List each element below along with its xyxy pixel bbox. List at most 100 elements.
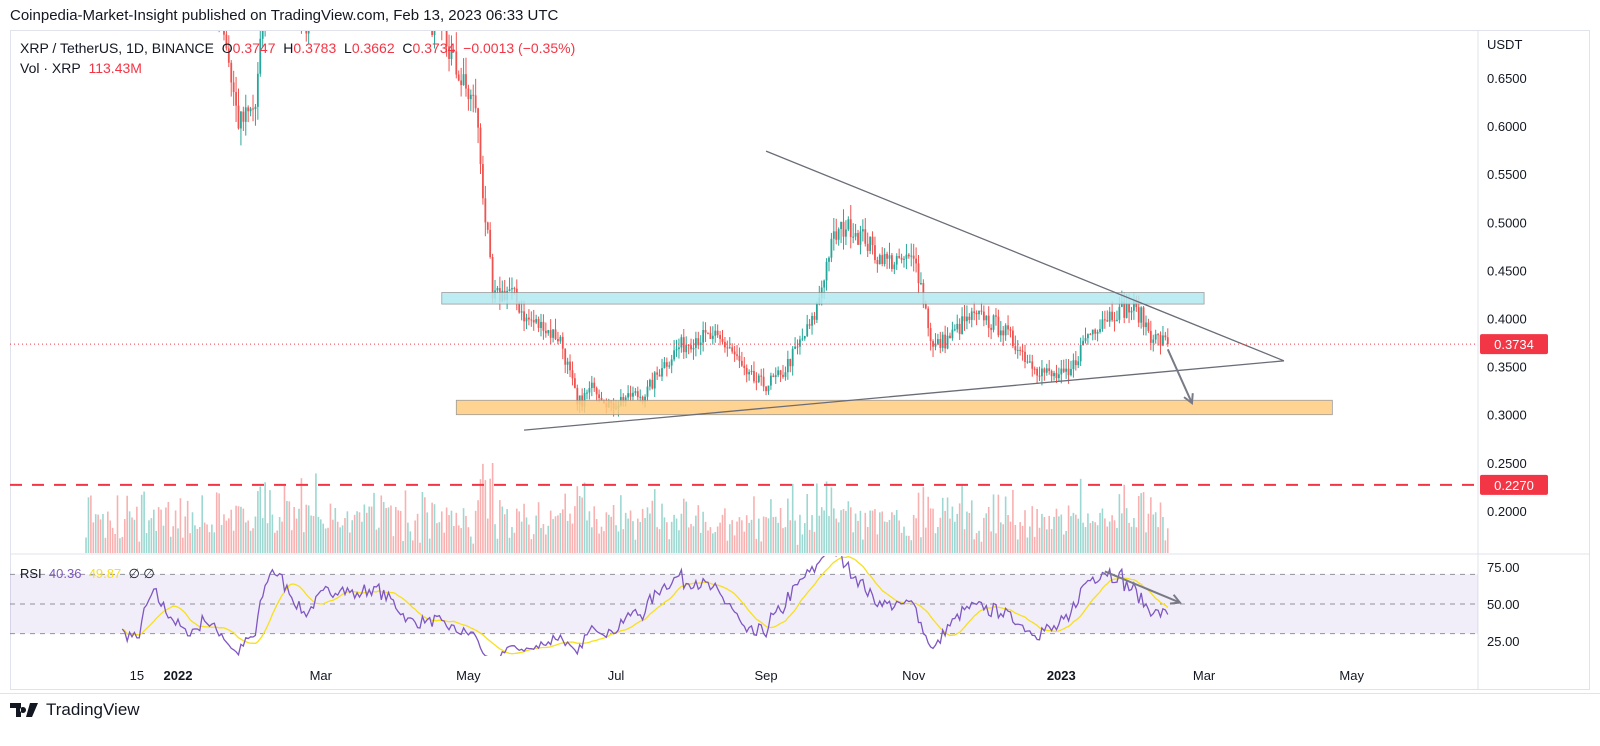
volume-bar	[390, 505, 392, 553]
rsi-label[interactable]: RSI	[20, 566, 42, 581]
volume-bar	[854, 513, 857, 553]
close-value: 0.3734	[412, 40, 456, 56]
candle-body	[936, 339, 939, 344]
volume-bar	[1101, 508, 1104, 553]
volume-bar	[281, 521, 283, 553]
volume-bar	[564, 493, 566, 553]
candle-body	[888, 255, 891, 259]
candle-body	[886, 253, 888, 259]
candle-body	[1065, 368, 1068, 372]
symbol-title[interactable]: XRP / TetherUS, 1D, BINANCE	[20, 40, 214, 56]
candle-body	[733, 351, 736, 355]
volume-bar	[368, 506, 370, 553]
candle-body	[1087, 334, 1089, 339]
volume-bar	[99, 519, 102, 553]
volume-bar	[961, 484, 963, 553]
volume-bar	[242, 508, 245, 553]
volume-bar	[404, 490, 407, 553]
volume-bar	[470, 536, 472, 553]
candle-body	[900, 257, 903, 260]
volume-bar	[450, 510, 453, 553]
candle-body	[961, 316, 963, 334]
candle-body	[1070, 369, 1072, 376]
volume-bar	[607, 514, 610, 553]
candle-body	[707, 332, 709, 334]
volume-bar	[169, 536, 172, 553]
candle-body	[714, 330, 717, 336]
volume-bar	[329, 503, 332, 553]
volume-bar	[496, 538, 499, 553]
volume-bar	[172, 526, 174, 553]
candle-body	[724, 341, 726, 348]
last-price-label: 0.3734	[1494, 337, 1534, 352]
volume-bar	[845, 510, 847, 553]
candle-body	[866, 243, 869, 251]
close-label: C	[402, 40, 413, 56]
volume-bar	[358, 512, 361, 553]
volume-bar	[622, 529, 625, 553]
candle-body	[680, 337, 683, 348]
candle-body	[697, 338, 700, 346]
volume-bar	[702, 511, 704, 553]
volume-bar	[591, 527, 593, 553]
candle-body	[477, 108, 479, 128]
volume-bar	[615, 525, 617, 553]
candle-body	[999, 330, 1002, 336]
volume-bar	[155, 530, 158, 553]
volume-bar	[208, 532, 211, 553]
candle-body	[549, 330, 552, 338]
volume-bar	[975, 533, 978, 553]
candle-body	[1145, 322, 1147, 328]
candle-body	[532, 320, 535, 323]
volume-bar	[1029, 526, 1031, 553]
volume-bar	[968, 512, 971, 553]
candle-body	[745, 368, 748, 375]
candle-body	[540, 321, 542, 329]
volume-bar	[259, 486, 262, 553]
volume-bar	[842, 508, 845, 553]
volume-bar	[240, 506, 242, 553]
candle-body	[1137, 307, 1140, 323]
candle-body	[629, 393, 632, 397]
volume-bar	[312, 516, 315, 553]
volume-bar	[1082, 522, 1084, 553]
volume-bar	[639, 521, 642, 553]
candle-body	[491, 257, 494, 299]
low-label: L	[344, 40, 352, 56]
volume-bar	[453, 526, 455, 553]
candle-body	[665, 362, 668, 367]
rsi-tick-label: 50.00	[1487, 597, 1520, 612]
candle-body	[544, 330, 547, 334]
volume-bar	[833, 508, 835, 553]
volume-bar	[339, 527, 341, 553]
candle-body	[242, 111, 245, 122]
candle-body	[1067, 368, 1070, 376]
volume-bar	[438, 522, 441, 553]
candle-body	[1072, 360, 1075, 370]
volume-bar	[1106, 526, 1109, 553]
x-tick-label: Nov	[902, 668, 926, 683]
volume-label[interactable]: Vol · XRP	[20, 60, 81, 76]
candle-body	[895, 256, 898, 265]
volume-bar	[1016, 539, 1019, 553]
candle-body	[653, 372, 656, 389]
volume-bar	[414, 520, 416, 553]
footer[interactable]: TradingView	[10, 700, 140, 720]
volume-bar	[774, 516, 777, 553]
candle-body	[223, 31, 225, 35]
volume-bar	[545, 534, 547, 553]
volume-bar	[675, 518, 678, 553]
candle-body	[825, 261, 828, 281]
volume-bar	[140, 494, 143, 553]
volume-bar	[290, 530, 293, 553]
volume-bar	[334, 507, 337, 553]
volume-bar	[1019, 522, 1021, 553]
volume-bar	[380, 495, 383, 553]
arrow-rsi	[1104, 570, 1181, 604]
volume-bar	[513, 532, 516, 553]
volume-bar	[143, 491, 145, 553]
candle-body	[753, 370, 755, 382]
volume-bar	[721, 514, 724, 553]
candle-body	[1111, 311, 1114, 321]
